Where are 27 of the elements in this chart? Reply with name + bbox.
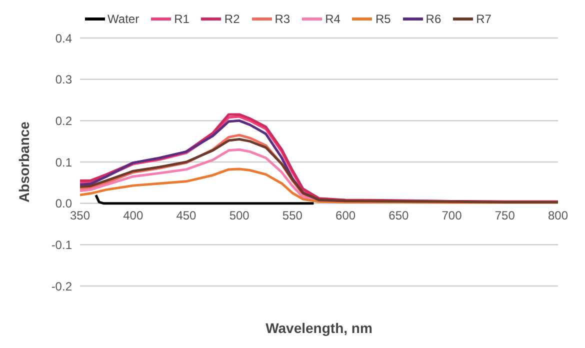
x-tick-label: 450 — [176, 208, 197, 222]
x-tick-label: 500 — [229, 208, 250, 222]
x-axis-title: Wavelength, nm — [264, 320, 374, 336]
legend-label: R5 — [375, 12, 391, 26]
y-tick-label: 0.3 — [55, 72, 72, 87]
x-tick-label: 350 — [70, 208, 90, 222]
legend-label: R7 — [476, 12, 492, 26]
x-tick-label: 400 — [123, 208, 144, 222]
y-axis-title: Absorbance — [16, 121, 32, 202]
x-tick-label: 650 — [388, 208, 409, 222]
y-tick-label: -0.2 — [51, 279, 72, 294]
legend-label: Water — [108, 12, 140, 26]
legend-label: R1 — [174, 12, 190, 26]
y-tick-label: 0.0 — [55, 196, 72, 211]
legend-label: R4 — [325, 12, 340, 26]
legend-label: R3 — [274, 12, 290, 26]
x-tick-label: 600 — [336, 208, 356, 222]
x-tick-label: 800 — [548, 208, 568, 222]
legend-label: R6 — [426, 12, 442, 26]
x-tick-label: 550 — [282, 208, 303, 222]
x-tick-label: 700 — [442, 208, 462, 222]
y-tick-label: -0.1 — [51, 238, 72, 252]
legend-label: R2 — [224, 12, 240, 26]
y-tick-label: 0.2 — [55, 114, 72, 128]
y-tick-label: 0.1 — [55, 155, 72, 170]
x-tick-label: 750 — [494, 208, 516, 222]
y-tick-label: 0.4 — [55, 31, 72, 46]
